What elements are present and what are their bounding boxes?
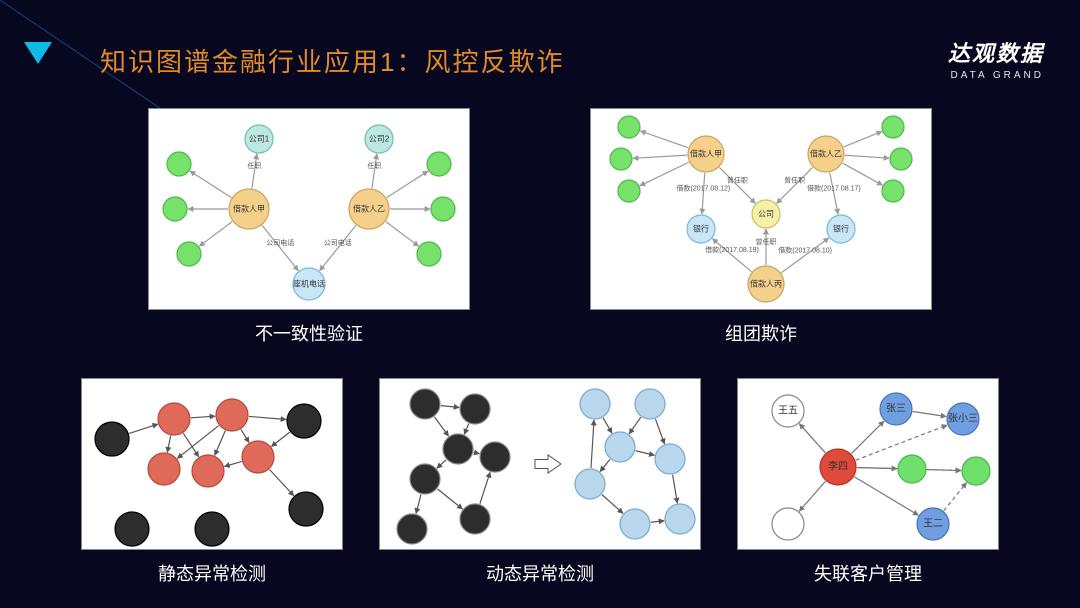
brand-block: 达观数据 DATA GRAND [948, 36, 1044, 81]
diagram-dynamic-anomaly [379, 378, 701, 550]
svg-text:借款人丙: 借款人丙 [750, 279, 782, 289]
svg-text:借款(2017.08.17): 借款(2017.08.17) [807, 183, 861, 192]
svg-text:公司2: 公司2 [369, 135, 390, 144]
slide-title: 知识图谱金融行业应用1：风控反欺诈 [100, 42, 564, 79]
logo-triangle-icon [24, 42, 52, 64]
svg-text:任职: 任职 [247, 161, 261, 170]
svg-text:银行: 银行 [693, 224, 709, 234]
row-top: 任职任职公司电话公司电话公司1公司2借款人甲借款人乙座机电话 不一致性验证 借款… [0, 108, 1080, 346]
svg-text:曾任职: 曾任职 [784, 175, 805, 184]
svg-text:借款(2017.08.19): 借款(2017.08.19) [705, 245, 759, 254]
panel-lost-customer: 李四 王五 张三张小三王二 失联客户管理 [737, 378, 999, 586]
svg-text:公司1: 公司1 [249, 135, 270, 144]
row-bottom: 静态异常检测 动态异常检测 李四 王五 张三张小三王二 失联客户管理 [0, 378, 1080, 586]
svg-text:曾任职: 曾任职 [727, 175, 748, 184]
svg-text:公司电话: 公司电话 [266, 238, 294, 247]
panel-group-fraud: 借款(2017.08.12)借款(2017.08.17)曾任职曾任职曾任职借款(… [590, 108, 932, 346]
panel-dynamic-anomaly: 动态异常检测 [379, 378, 701, 586]
caption-group-fraud: 组团欺诈 [725, 320, 797, 346]
panel-consistency: 任职 任职公司电话 公司电话 公司1 公司2 借款人甲 借款人乙座机电话 不一致性验证 [148, 108, 470, 346]
svg-text:借款人乙: 借款人乙 [810, 149, 842, 159]
svg-text:任职: 任职 [367, 161, 381, 170]
caption-dynamic-anomaly: 动态异常检测 [486, 560, 594, 586]
svg-text:借款人甲: 借款人甲 [690, 149, 722, 159]
svg-text:银行: 银行 [833, 224, 849, 234]
svg-text:张小三: 张小三 [948, 413, 978, 425]
diagram-group-fraud: 借款(2017.08.12)借款(2017.08.17)曾任职曾任职曾任职借款(… [590, 108, 932, 310]
svg-text:借款(2017.08.12): 借款(2017.08.12) [677, 183, 731, 192]
brand-en: DATA GRAND [948, 70, 1044, 81]
brand-cn: 达观数据 [948, 36, 1044, 68]
diagram-consistency: 任职 任职公司电话 公司电话 公司1 公司2 借款人甲 借款人乙座机电话 [148, 108, 470, 310]
caption-static-anomaly: 静态异常检测 [158, 560, 266, 586]
svg-text:公司: 公司 [758, 210, 774, 219]
svg-text:借款人乙: 借款人乙 [353, 204, 385, 214]
svg-text:借款(2017.08.10): 借款(2017.08.10) [778, 245, 832, 254]
panel-static-anomaly: 静态异常检测 [81, 378, 343, 586]
svg-text:借款人甲: 借款人甲 [233, 204, 265, 214]
svg-text:张三: 张三 [886, 403, 906, 415]
diagram-lost-customer: 李四 王五 张三张小三王二 [737, 378, 999, 550]
caption-consistency: 不一致性验证 [255, 320, 363, 346]
svg-text:李四: 李四 [828, 460, 848, 473]
caption-lost-customer: 失联客户管理 [814, 560, 922, 586]
diagram-static-anomaly [81, 378, 343, 550]
svg-text:曾任职: 曾任职 [756, 237, 777, 246]
svg-text:王五: 王五 [778, 406, 798, 417]
svg-text:座机电话: 座机电话 [293, 279, 325, 289]
svg-text:公司电话: 公司电话 [324, 238, 352, 247]
svg-text:王二: 王二 [923, 519, 943, 530]
